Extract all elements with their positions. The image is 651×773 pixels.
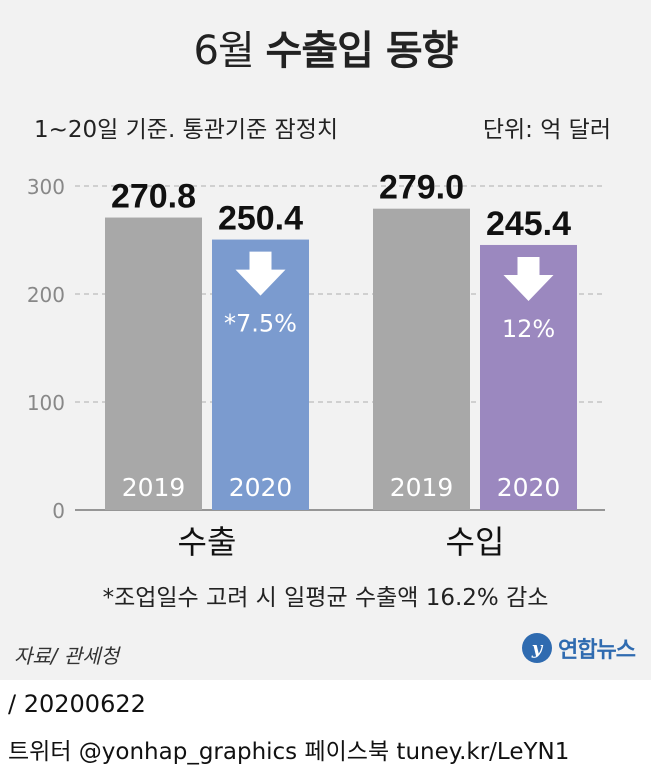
unit-label: 단위: 억 달러 [482,117,611,143]
category-label-수출: 수출 [178,523,237,561]
down-arrow-icon [503,256,554,301]
source-label: 자료/ 관세청 [14,644,120,668]
value-label-수출-2019: 270.8 [111,178,196,216]
page-title: 6월 수출입 동향 [0,18,651,76]
y-tick-label-100: 100 [27,391,65,415]
title-main: 수출입 동향 [265,28,459,74]
change-label-수출: *7.5% [224,310,297,338]
publish-date: / 20200622 [8,690,146,718]
y-tick-label-300: 300 [27,175,65,199]
footnote: *조업일수 고려 시 일평균 수출액 16.2% 감소 [102,585,549,611]
year-label-수입-2020: 2020 [497,473,561,502]
bar-수출-2019 [105,217,202,510]
value-label-수출-2020: 250.4 [218,200,303,238]
value-label-수입-2019: 279.0 [379,169,464,207]
year-label-수출-2019: 2019 [122,473,186,502]
year-label-수입-2019: 2019 [390,473,454,502]
title-month: 6월 [193,28,255,74]
logo-text: 연합뉴스 [558,638,636,663]
value-label-수입-2020: 245.4 [486,205,571,243]
y-tick-label-0: 0 [52,499,65,523]
down-arrow-icon [235,251,286,296]
yonhap-logo-icon: y [522,633,553,663]
category-label-수입: 수입 [446,523,505,561]
yonhap-logo: y 연합뉴스 [522,632,636,664]
bar-chart: 0 100 200 300 270.8 2019 250.4 2020 *7.5% 수출 279.0… [27,169,605,561]
year-label-수출-2020: 2020 [229,473,293,502]
bar-수입-2019 [373,208,470,510]
y-tick-label-200: 200 [27,283,65,307]
chart-subtitle: 1~20일 기준. 통관기준 잠정치 [34,117,339,143]
change-label-수입: 12% [502,315,555,343]
social-links: 트위터 @yonhap_graphics 페이스북 tuney.kr/LeYN1 [8,739,570,765]
